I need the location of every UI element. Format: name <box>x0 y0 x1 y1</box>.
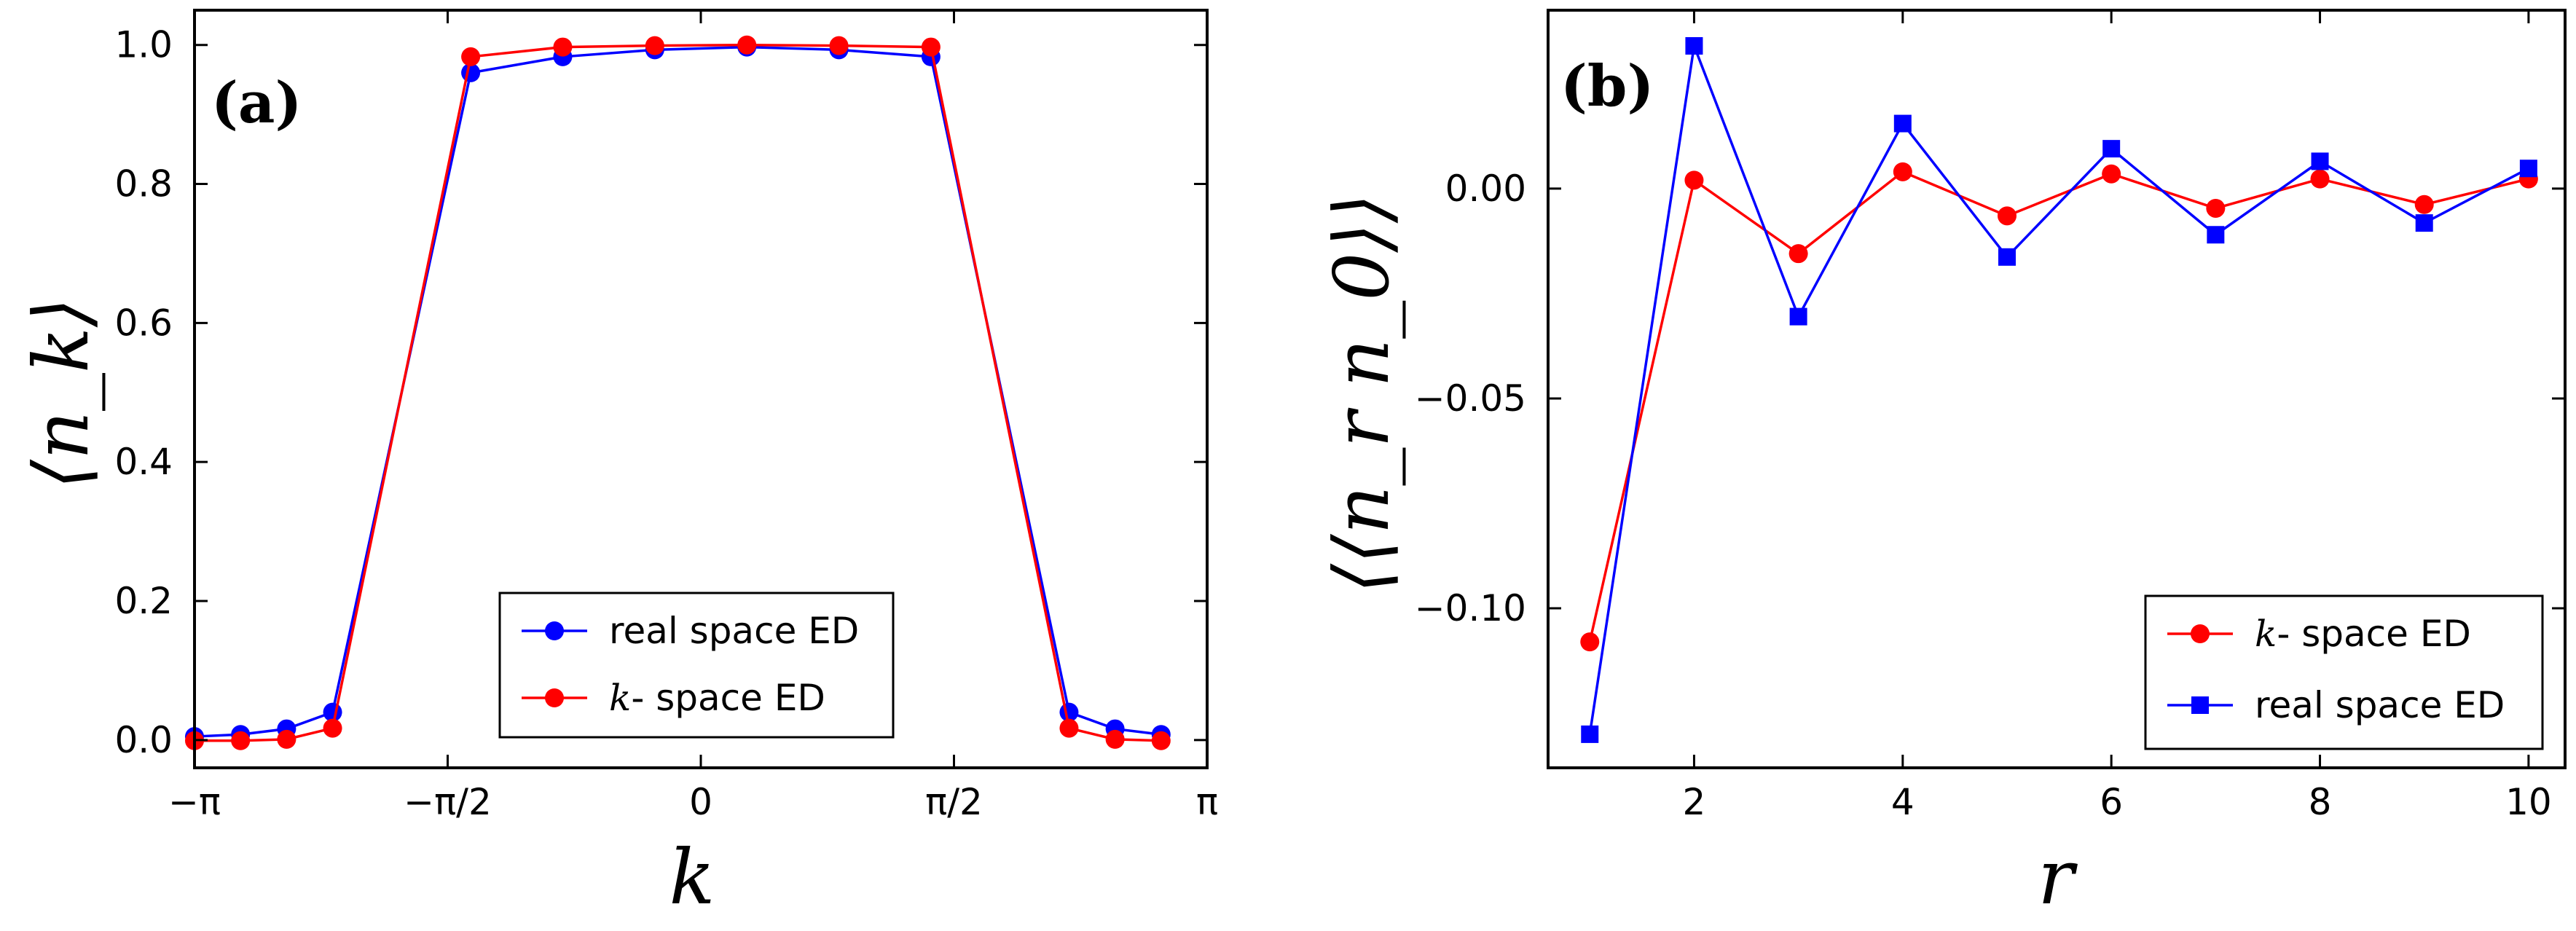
panel-b-data-point <box>1580 632 1600 652</box>
panel-b-ytick-label: −0.05 <box>1415 377 1526 420</box>
panel-a-legend-marker <box>545 621 564 640</box>
panel-a-legend: real space ED k- space ED <box>498 592 895 739</box>
panel-a-plot-area <box>185 35 1171 750</box>
panel-b-xtick-label: 2 <box>1683 781 1706 823</box>
panel-b-data-point <box>2207 226 2225 244</box>
panel-b-data-point <box>1788 244 1808 264</box>
panel-a-ytick-label: 0.6 <box>114 302 173 344</box>
panel-a-data-point <box>1059 718 1079 738</box>
panel-b-series-line-1 <box>1588 41 2529 735</box>
panel-a-ytick-label: 0.0 <box>114 719 173 761</box>
panel-b-ylabel: ⟨⟨n_r n_0⟩⟩ <box>1317 193 1406 593</box>
panel-b-xtick-label: 6 <box>2100 781 2123 823</box>
panel-b-data-point <box>1684 170 1704 190</box>
panel-a-ylabel: ⟨n_k⟩ <box>17 297 106 489</box>
panel-a-xlabel: k <box>669 833 715 922</box>
panel-a-data-point <box>829 36 849 55</box>
panel-b-data-point <box>1581 725 1599 743</box>
panel-b: 2 4 6 8 10 0.00 −0.05 −0.10 (b) r ⟨⟨n_r n_0⟩⟩ k… <box>1317 9 2567 922</box>
panel-a-label: (a) <box>211 70 302 136</box>
panel-b-data-point <box>2102 140 2121 158</box>
panel-a-xtick-label: −π/2 <box>404 781 492 823</box>
panel-b-series-line-0 <box>1588 170 2529 643</box>
panel-b-ylabel-text: ⟨⟨n_r n_0⟩⟩ <box>1317 193 1406 593</box>
panel-b-legend-marker <box>2191 696 2209 714</box>
panel-a-ylabel-text: ⟨n_k⟩ <box>17 297 106 489</box>
panel-a-data-point <box>737 35 757 55</box>
panel-b-data-point <box>2206 198 2226 218</box>
panel-b-frame <box>1547 9 2567 769</box>
panel-a: −π −π/2 0 π/2 π 0.0 0.2 0.4 0.6 0.8 1.0 (a) k ⟨n_k… <box>17 9 1218 922</box>
panel-b-data-point <box>2519 160 2537 178</box>
panel-b-data-point <box>1685 36 1703 55</box>
panel-b-data-point <box>1893 114 1912 133</box>
panel-b-legend-box <box>2144 594 2544 750</box>
panel-b-data-point <box>1893 162 1912 181</box>
panel-a-ytick-label: 0.8 <box>114 163 173 205</box>
panel-b-label: (b) <box>1560 53 1654 119</box>
panel-b-data-point <box>1997 206 2017 226</box>
panel-b-xtick-label: 8 <box>2309 781 2332 823</box>
panel-a-data-point <box>461 47 481 66</box>
panel-a-data-point <box>277 729 297 749</box>
panel-b-ticks: 2 4 6 8 10 0.00 −0.05 −0.10 <box>1415 10 2565 823</box>
panel-a-legend-label: real space ED <box>609 610 859 652</box>
panel-a-xtick-label: 0 <box>689 781 712 823</box>
panel-b-ytick-label: −0.10 <box>1415 587 1526 629</box>
panel-a-data-point <box>323 718 342 738</box>
panel-a-legend-marker <box>545 688 564 707</box>
panel-b-data-point <box>2311 152 2329 170</box>
panel-b-legend: k- space ED real space ED <box>2144 594 2544 750</box>
panel-a-data-point <box>1151 731 1171 750</box>
panel-a-legend-label: k- space ED <box>609 677 825 719</box>
panel-a-xtick-label: π <box>1196 781 1218 823</box>
panel-b-xlabel: r <box>2038 833 2078 922</box>
panel-b-xtick-label: 4 <box>1891 781 1915 823</box>
panel-a-data-point <box>645 36 664 55</box>
panel-b-plot-area <box>1580 36 2538 743</box>
panel-a-data-point <box>553 37 573 57</box>
panel-a-legend-box <box>498 592 895 739</box>
panel-a-ytick-label: 0.2 <box>114 580 173 622</box>
panel-a-ticks: −π −π/2 0 π/2 π 0.0 0.2 0.4 0.6 0.8 1.0 <box>114 10 1218 823</box>
panel-b-data-point <box>1789 307 1807 326</box>
panel-a-data-point <box>231 731 251 750</box>
panel-b-xtick-label: 10 <box>2505 781 2552 823</box>
panel-b-legend-marker <box>2191 624 2210 643</box>
panel-a-data-point <box>1105 729 1125 749</box>
panel-b-ytick-label: 0.00 <box>1445 168 1526 210</box>
panel-b-data-point <box>1998 248 2016 266</box>
panel-b-legend-label: k- space ED <box>2255 613 2471 655</box>
panel-a-xtick-label: −π <box>168 781 221 823</box>
panel-a-ytick-label: 0.4 <box>114 441 173 483</box>
panel-a-data-point <box>921 37 941 57</box>
panel-b-data-point <box>2414 195 2434 214</box>
panel-a-xtick-label: π/2 <box>925 781 983 823</box>
panel-b-data-point <box>2102 164 2121 184</box>
panel-b-data-point <box>2310 169 2330 189</box>
panel-b-data-point <box>2415 214 2433 232</box>
panel-a-ytick-label: 1.0 <box>114 24 173 66</box>
panel-b-legend-label: real space ED <box>2255 684 2505 726</box>
